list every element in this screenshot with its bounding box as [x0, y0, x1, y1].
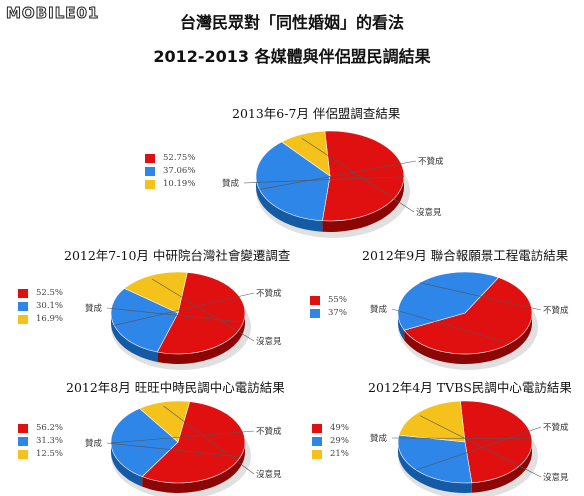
pie-slice-side: [110, 313, 158, 363]
slice-leader-line: [391, 308, 511, 344]
pie-slice-side: [404, 313, 533, 365]
slice-leader-line: [415, 426, 542, 471]
slice-label: 不贊成: [256, 288, 282, 299]
slice-label: 贊成: [370, 304, 388, 315]
chart-legend-5: 49% 29% 21%: [312, 422, 349, 461]
slice-label: 沒意見: [256, 336, 282, 347]
pie-slice-side: [398, 442, 472, 493]
slice-leader-line: [243, 176, 405, 184]
slice-leader-line: [114, 292, 255, 326]
chart-title-4: 2012年8月 旺旺中時民調中心電訪結果: [66, 380, 285, 395]
legend-item: 29%: [312, 435, 349, 448]
mobile01-logo: MOBILE01: [5, 4, 100, 23]
chart-legend-2: 52.5% 30.1% 16.9%: [18, 287, 63, 326]
slice-label: 沒意見: [416, 207, 442, 218]
pie-slice-side: [157, 313, 245, 364]
chart-title-3: 2012年9月 聯合報願景工程電訪結果: [362, 248, 569, 263]
slice-label: 贊成: [370, 433, 388, 444]
legend-swatch: [145, 167, 155, 176]
legend-swatch: [310, 309, 320, 318]
legend-item: 12.5%: [18, 448, 63, 461]
slice-leader-line: [259, 160, 417, 190]
legend-item: 21%: [312, 448, 349, 461]
legend-item: 49%: [312, 422, 349, 435]
slice-leader-line: [106, 307, 244, 323]
pie-slice-side: [142, 442, 245, 493]
legend-swatch: [145, 180, 155, 189]
legend-swatch: [18, 437, 28, 446]
pie-slice-side: [111, 442, 143, 487]
slice-label: 贊成: [85, 438, 103, 449]
page-title: 台灣民眾對「同性婚姻」的看法: [179, 13, 404, 32]
pie-slice: [139, 400, 191, 443]
slice-label: 不贊成: [418, 156, 444, 167]
slice-leader-line: [110, 430, 255, 444]
legend-item: 55%: [310, 294, 347, 307]
pie-chart-3: 贊成 不贊成: [370, 271, 569, 370]
pie-slice-side: [322, 176, 405, 233]
legend-swatch: [18, 289, 28, 298]
legend-item: 52.5%: [18, 287, 63, 300]
pie-slice: [281, 130, 331, 177]
legend-swatch: [312, 450, 322, 459]
legend-item: 56.2%: [18, 422, 63, 435]
legend-swatch: [312, 424, 322, 433]
slice-label: 贊成: [85, 303, 103, 314]
chart-legend-4: 56.2% 31.3% 12.5%: [18, 422, 63, 461]
slice-leader-line: [152, 278, 255, 342]
slice-label: 不贊成: [256, 426, 282, 437]
legend-swatch: [18, 302, 28, 311]
legend-item: 10.19%: [145, 178, 195, 191]
legend-swatch: [18, 315, 28, 324]
chart-legend-1: 52.75% 37.06% 10.19%: [145, 152, 195, 191]
pie-slice: [123, 271, 188, 314]
slice-label: 不贊成: [543, 422, 569, 433]
pie-slice-side: [471, 442, 533, 493]
slice-label: 沒意見: [256, 469, 282, 480]
slice-leader-line: [419, 415, 542, 478]
legend-item: 30.1%: [18, 300, 63, 313]
legend-item: 31.3%: [18, 435, 63, 448]
legend-swatch: [145, 154, 155, 163]
slice-leader-line: [419, 282, 542, 311]
slice-label: 沒意見: [543, 472, 569, 483]
pie-slice-side: [256, 176, 323, 232]
slice-leader-line: [163, 405, 255, 475]
legend-item: 52.75%: [145, 152, 195, 165]
chart-title-2: 2012年7-10月 中研院台灣社會變遷調查: [64, 248, 291, 263]
legend-item: 16.9%: [18, 313, 63, 326]
legend-swatch: [312, 437, 322, 446]
slice-leader-line: [106, 442, 241, 458]
chart-title-5: 2012年4月 TVBS民調中心電訪結果: [368, 380, 572, 395]
legend-item: 37.06%: [145, 165, 195, 178]
pie-slice-side: [398, 313, 405, 341]
slice-leader-line: [301, 138, 415, 213]
legend-swatch: [18, 450, 28, 459]
slice-label: 不贊成: [543, 305, 569, 316]
slice-label: 贊成: [222, 178, 240, 189]
legend-swatch: [18, 424, 28, 433]
chart-legend-3: 55% 37%: [310, 294, 347, 320]
legend-item: 37%: [310, 307, 347, 320]
legend-swatch: [310, 296, 320, 305]
chart-title-1: 2013年6-7月 伴侶盟調查結果: [232, 106, 401, 121]
page-subtitle: 2012-2013 各媒體與伴侶盟民調結果: [153, 47, 431, 66]
